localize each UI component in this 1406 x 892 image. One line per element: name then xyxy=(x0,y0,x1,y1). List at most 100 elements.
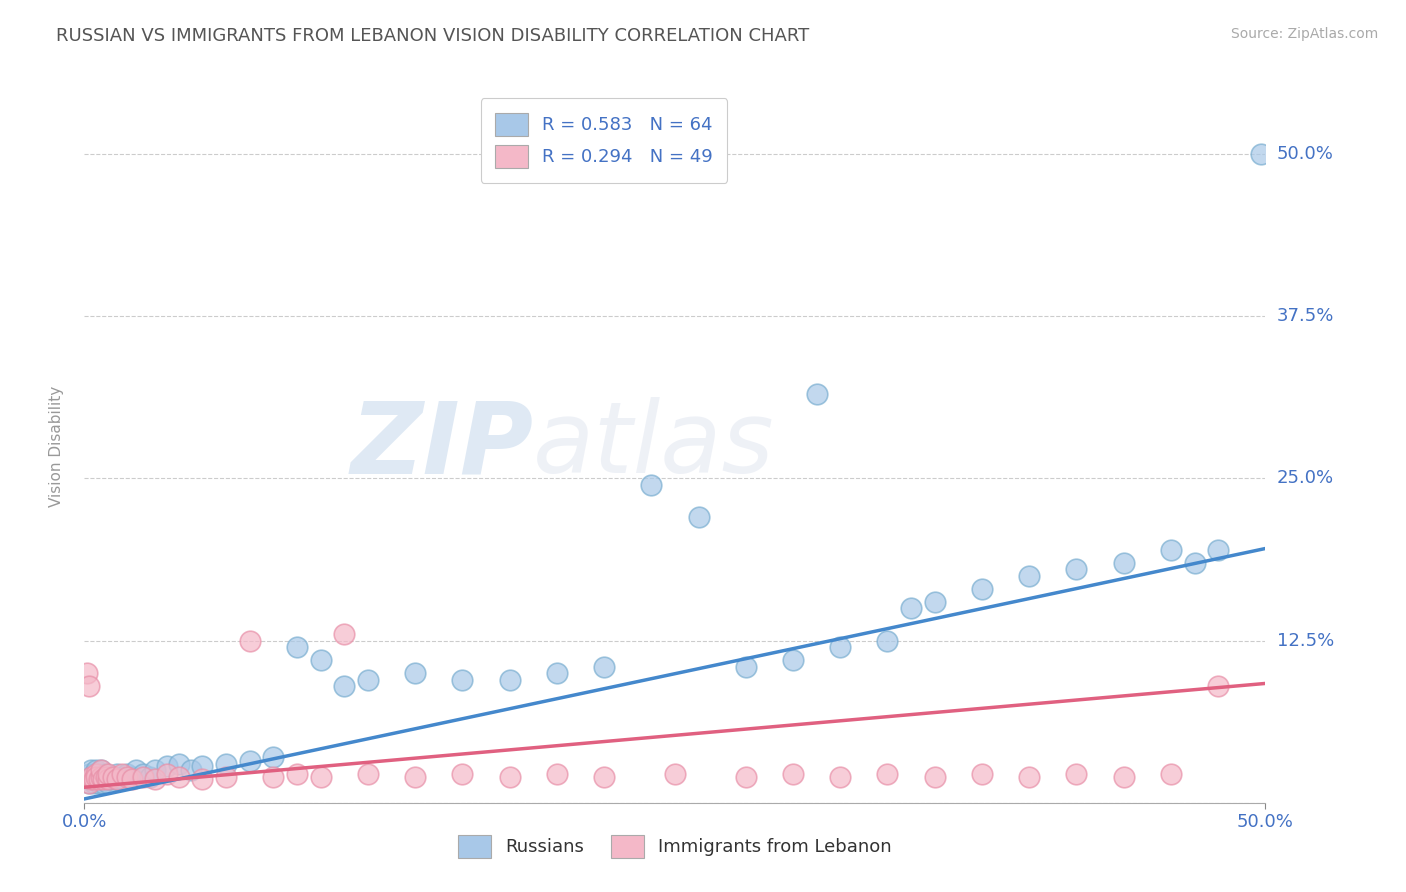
Point xyxy=(191,759,214,773)
Text: RUSSIAN VS IMMIGRANTS FROM LEBANON VISION DISABILITY CORRELATION CHART: RUSSIAN VS IMMIGRANTS FROM LEBANON VISIO… xyxy=(56,27,810,45)
Point xyxy=(98,772,121,787)
Point xyxy=(77,767,100,781)
Point xyxy=(357,673,380,687)
Text: ZIP: ZIP xyxy=(350,398,533,494)
Point xyxy=(132,770,155,784)
Point xyxy=(593,659,616,673)
Point xyxy=(333,627,356,641)
Point xyxy=(262,770,284,784)
Point xyxy=(830,770,852,784)
Text: 50.0%: 50.0% xyxy=(1277,145,1333,163)
Legend: Russians, Immigrants from Lebanon: Russians, Immigrants from Lebanon xyxy=(444,820,905,872)
Point xyxy=(830,640,852,654)
Point xyxy=(1066,767,1088,781)
Text: 37.5%: 37.5% xyxy=(1277,307,1334,326)
Point xyxy=(167,770,190,784)
Point xyxy=(91,772,114,787)
Point xyxy=(309,653,332,667)
Point xyxy=(1112,556,1135,570)
Point xyxy=(156,767,179,781)
Point xyxy=(498,770,520,784)
Point xyxy=(688,510,710,524)
Point xyxy=(1112,770,1135,784)
Point xyxy=(239,633,262,648)
Point xyxy=(94,767,117,781)
Point xyxy=(132,767,155,781)
Point xyxy=(97,767,120,781)
Point xyxy=(782,767,804,781)
Point xyxy=(215,756,238,771)
Point xyxy=(91,770,114,784)
Point xyxy=(1160,542,1182,557)
Point xyxy=(215,770,238,784)
Text: Source: ZipAtlas.com: Source: ZipAtlas.com xyxy=(1230,27,1378,41)
Point xyxy=(111,772,134,787)
Point xyxy=(806,387,828,401)
Point xyxy=(104,772,127,787)
Point xyxy=(107,767,129,781)
Point xyxy=(97,770,120,784)
Point xyxy=(924,770,946,784)
Point xyxy=(285,640,308,654)
Point xyxy=(593,770,616,784)
Point xyxy=(1184,556,1206,570)
Point xyxy=(1018,770,1040,784)
Point xyxy=(87,776,110,790)
Point xyxy=(77,776,100,790)
Point xyxy=(180,764,202,778)
Point xyxy=(115,767,138,781)
Point xyxy=(1206,542,1229,557)
Point xyxy=(107,772,129,787)
Point xyxy=(139,770,162,784)
Point xyxy=(498,673,520,687)
Point xyxy=(1206,679,1229,693)
Point xyxy=(84,764,107,778)
Point xyxy=(80,770,103,784)
Point xyxy=(80,764,103,778)
Point xyxy=(84,767,107,781)
Point xyxy=(90,764,112,778)
Point xyxy=(77,776,100,790)
Point xyxy=(143,764,166,778)
Point xyxy=(83,776,105,790)
Point xyxy=(80,772,103,787)
Text: atlas: atlas xyxy=(533,398,775,494)
Point xyxy=(876,767,898,781)
Point xyxy=(451,767,474,781)
Point xyxy=(1250,147,1272,161)
Point xyxy=(734,659,756,673)
Point xyxy=(121,770,143,784)
Point xyxy=(357,767,380,781)
Point xyxy=(125,764,148,778)
Point xyxy=(143,772,166,787)
Point xyxy=(111,767,134,781)
Point xyxy=(924,595,946,609)
Point xyxy=(239,754,262,768)
Point xyxy=(90,770,112,784)
Point xyxy=(546,666,568,681)
Point xyxy=(76,666,98,681)
Point xyxy=(451,673,474,687)
Point xyxy=(121,772,143,787)
Point xyxy=(970,767,993,781)
Point xyxy=(664,767,686,781)
Point xyxy=(83,772,105,787)
Point xyxy=(734,770,756,784)
Point xyxy=(640,478,662,492)
Y-axis label: Vision Disability: Vision Disability xyxy=(49,385,63,507)
Point xyxy=(97,776,120,790)
Point xyxy=(97,772,120,787)
Point xyxy=(1018,568,1040,582)
Point xyxy=(191,772,214,787)
Point xyxy=(1160,767,1182,781)
Point xyxy=(76,772,98,787)
Point xyxy=(80,772,103,787)
Point xyxy=(404,770,426,784)
Point xyxy=(1066,562,1088,576)
Point xyxy=(101,770,124,784)
Point xyxy=(94,770,117,784)
Point xyxy=(404,666,426,681)
Point xyxy=(262,750,284,764)
Point xyxy=(167,756,190,771)
Point xyxy=(309,770,332,784)
